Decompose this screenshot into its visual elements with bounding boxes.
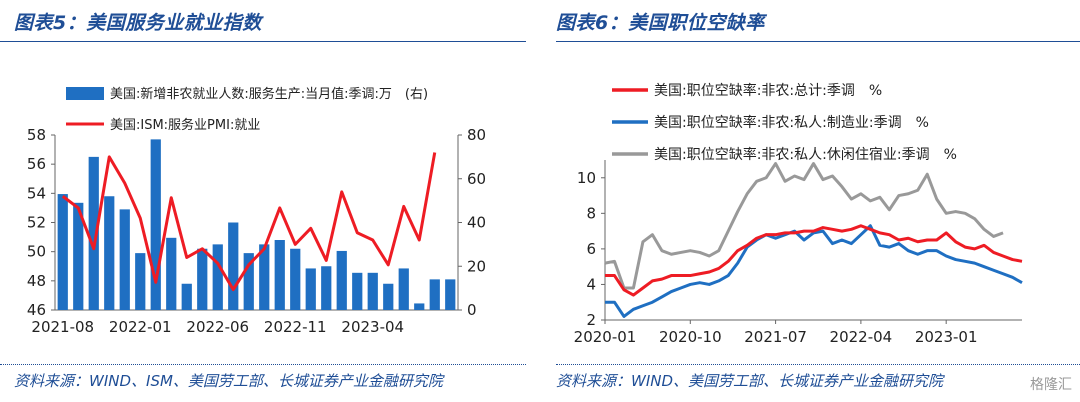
y-left-tick-label: 56 [27,155,46,173]
x-tick-label: 2022-06 [186,318,249,336]
y-left-tick-label: 58 [27,126,46,144]
y-left-tick-label: 54 [27,184,46,202]
y-right-tick-label: 80 [467,126,486,144]
employment-bar [181,283,192,310]
employment-bar [429,279,440,310]
x-tick-label: 2021-08 [31,318,94,336]
job-openings-rate-chart: 美国:职位空缺率:非农:总计:季调 % 美国:职位空缺率:非农:私人:制造业:季调… [574,82,1023,346]
employment-bar [150,139,161,310]
employment-bar [259,244,270,310]
right-source-note: 资料来源：WIND、美国劳工部、长城证券产业金融研究院 [556,372,944,390]
left-title-rule [0,41,526,42]
x-tick-label: 2021-07 [744,328,807,346]
y-tick-label: 2 [586,311,596,329]
employment-bar [228,222,239,310]
employment-bar [212,244,223,310]
y-tick-label: 6 [586,240,596,258]
employment-bar [445,279,456,310]
employment-bar [274,240,285,310]
legend-label-0: 美国:职位空缺率:非农:总计:季调 % [654,82,882,99]
left-source-rule [0,364,526,365]
employment-bar [73,202,84,310]
x-tick-label: 2023-04 [341,318,404,336]
y-right-tick-label: 0 [467,301,477,319]
employment-bar [135,253,146,310]
legend-label-line: 美国:ISM:服务业PMI:就业 [110,117,260,133]
y-left-tick-label: 48 [27,272,46,290]
employment-bar [305,268,316,310]
left-source-note: 资料来源：WIND、ISM、美国劳工部、长城证券产业金融研究院 [14,372,443,390]
employment-bar [414,303,425,310]
x-tick-label: 2020-01 [574,328,637,346]
right-title-rule [556,41,1080,42]
y-tick-label: 4 [586,275,596,293]
series-line-2 [604,162,1004,290]
series-line-0 [605,224,1023,297]
y-right-tick-label: 20 [467,257,486,275]
employment-bar [166,237,177,310]
employment-bar [104,196,115,310]
right-source-rule [556,364,1080,365]
y-left-tick-label: 50 [27,243,46,261]
series-line-1 [605,224,1023,318]
left-chart-title: 图表5：美国服务业就业指数 [14,12,262,34]
employment-bar [243,253,254,310]
right-chart-title: 图表6：美国职位空缺率 [556,12,765,34]
employment-index-chart: 美国:新增非农就业人数:服务生产:当月值:季调:万 (右) 美国:ISM:服务业P… [27,86,486,336]
y-right-tick-label: 40 [467,214,486,232]
employment-bar [367,272,378,310]
x-tick-label: 2023-01 [915,328,978,346]
y-tick-label: 10 [577,169,596,187]
employment-bar [352,272,363,310]
x-tick-label: 2022-01 [109,318,172,336]
y-left-tick-label: 52 [27,214,46,232]
pmi-line [61,152,437,292]
y-right-tick-label: 60 [467,170,486,188]
employment-bar [321,266,332,310]
employment-bar [119,209,130,310]
employment-bar [336,250,347,310]
employment-bar [398,268,409,310]
legend-swatch-bars [66,87,104,100]
x-tick-label: 2022-04 [830,328,893,346]
legend-label-2: 美国:职位空缺率:非农:私人:休闲住宿业:季调 % [654,146,957,163]
x-tick-label: 2020-10 [659,328,722,346]
employment-bar [290,248,301,310]
employment-bar [88,156,99,310]
legend-label-1: 美国:职位空缺率:非农:私人:制造业:季调 % [654,114,929,131]
employment-bar [383,283,394,310]
y-left-tick-label: 46 [27,301,46,319]
employment-bar [197,248,208,310]
x-tick-label: 2022-11 [264,318,327,336]
employment-bar [57,194,68,310]
watermark-logo: 格隆汇 [1030,377,1072,393]
y-tick-label: 8 [586,204,596,222]
legend-label-bars: 美国:新增非农就业人数:服务生产:当月值:季调:万 (右) [110,86,428,102]
